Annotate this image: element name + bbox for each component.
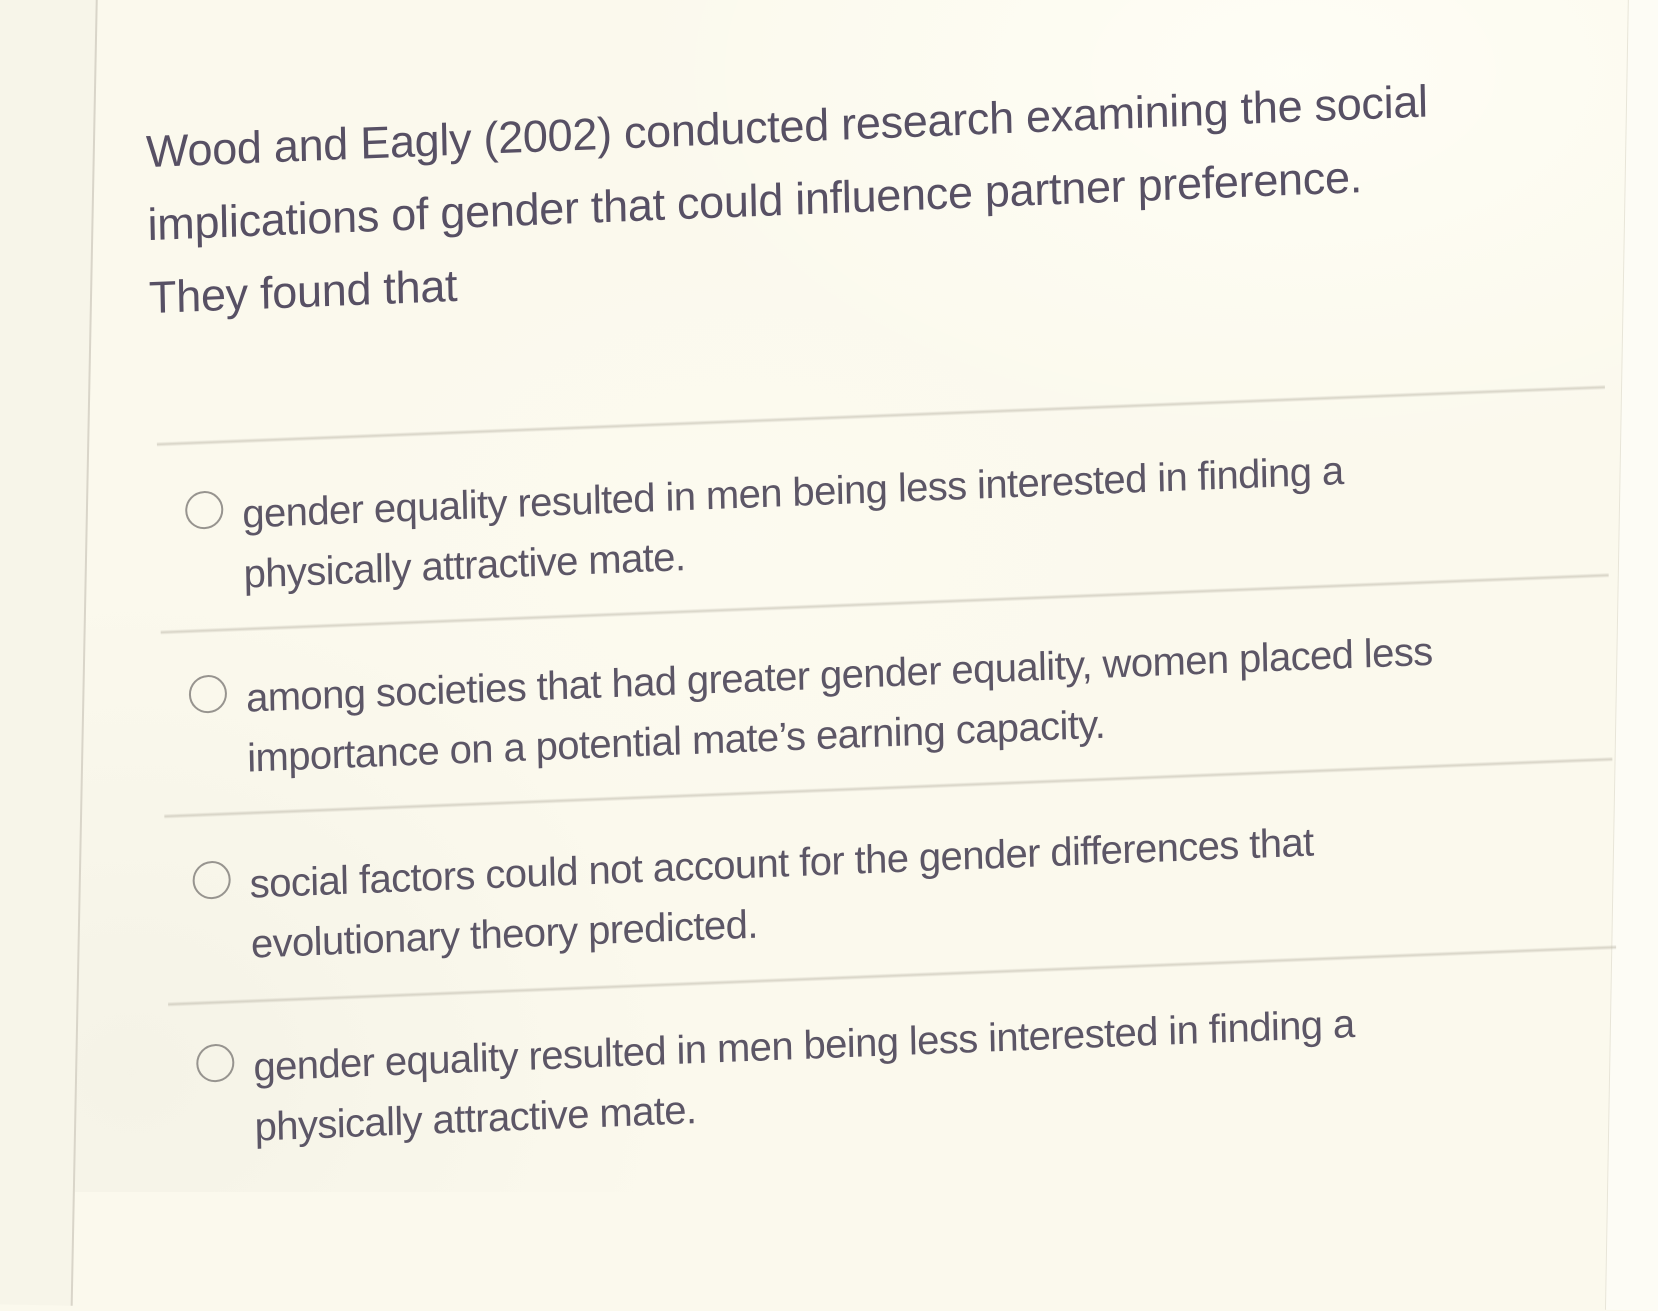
radio-button[interactable]	[184, 490, 224, 530]
radio-button[interactable]	[195, 1043, 235, 1083]
answer-option-label: gender equality resulted in men being le…	[253, 994, 1357, 1157]
answer-option-label: gender equality resulted in men being le…	[242, 441, 1346, 604]
answer-option-3[interactable]: social factors could not account for the…	[192, 798, 1658, 976]
radio-button[interactable]	[188, 674, 228, 714]
quiz-question-panel: Wood and Eagly (2002) conducted research…	[120, 0, 1658, 1300]
page-left-margin	[0, 0, 98, 1306]
answer-option-label: among societies that had greater gender …	[245, 622, 1434, 789]
question-text: Wood and Eagly (2002) conducted research…	[145, 56, 1639, 334]
radio-button[interactable]	[192, 860, 232, 900]
answer-option-label: social factors could not account for the…	[249, 813, 1315, 975]
answer-divider	[156, 384, 1605, 447]
answer-option-4[interactable]: gender equality resulted in men being le…	[195, 981, 1658, 1159]
